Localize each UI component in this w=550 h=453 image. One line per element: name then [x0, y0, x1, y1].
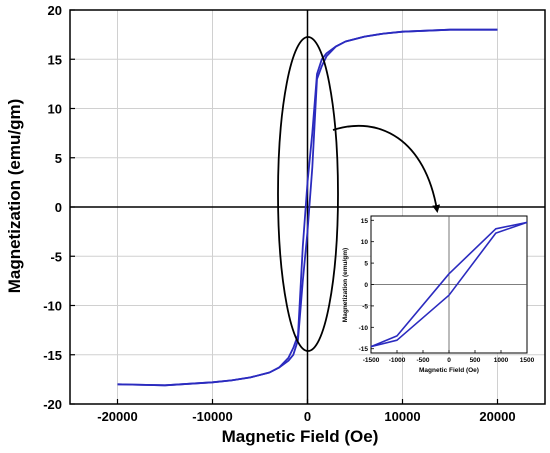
hysteresis-branch-2	[117, 28, 498, 387]
inset-x-tick-label: 1500	[520, 357, 535, 364]
y-tick-label: 20	[48, 3, 62, 18]
inset-y-tick-label: -10	[359, 325, 369, 332]
x-axis-label: Magnetic Field (Oe)	[222, 427, 379, 446]
inset-y-tick-label: 10	[361, 239, 369, 246]
inset-y-tick-label: -15	[359, 346, 369, 353]
inset-y-tick-label: 0	[364, 282, 368, 289]
main-series	[117, 28, 498, 387]
x-tick-label: 0	[304, 409, 311, 424]
y-tick-label: -5	[50, 249, 62, 264]
y-axis-label: Magnetization (emu/gm)	[5, 99, 24, 294]
y-tick-label: 5	[55, 151, 62, 166]
inset-series	[370, 221, 528, 348]
inset-hysteresis-branch-1	[370, 221, 528, 348]
x-tick-label: -20000	[97, 409, 137, 424]
inset-x-tick-label: -1500	[363, 357, 380, 364]
inset-y-tick-label: 5	[364, 261, 368, 268]
zoom-arrow	[332, 125, 441, 213]
inset-x-axis-label: Magnetic Field (Oe)	[419, 367, 479, 374]
inset-y-tick-label: 15	[361, 218, 369, 225]
inset-chart: -1500 -1000 -500 0 500 1000 1500 -15 -10 -5 0 5 10 15…	[342, 215, 535, 374]
zoom-ellipse	[277, 36, 339, 352]
main-ticks: -20000 -10000 0 10000 20000-20-15-10-5051015…	[43, 3, 515, 424]
y-tick-label: 0	[55, 200, 62, 215]
inset-y-axis-label: Magnetization (emu/gm)	[342, 248, 349, 322]
y-tick-label: -15	[43, 348, 62, 363]
inset-ticks: -1500 -1000 -500 0 500 1000 1500 -15 -10 -5 0 5 10 15	[359, 218, 535, 364]
y-tick-label: 10	[48, 102, 62, 117]
x-tick-label: -10000	[192, 409, 232, 424]
inset-x-tick-label: 500	[470, 357, 481, 364]
inset-hysteresis-branch-2	[370, 221, 528, 348]
x-tick-label: 20000	[479, 409, 515, 424]
x-tick-label: 10000	[384, 409, 420, 424]
inset-x-tick-label: 0	[447, 357, 451, 364]
y-tick-label: -10	[43, 299, 62, 314]
inset-y-tick-label: -5	[362, 303, 368, 310]
inset-x-tick-label: -1000	[389, 357, 406, 364]
inset-x-tick-label: -500	[416, 357, 429, 364]
y-tick-label: 15	[48, 52, 62, 67]
inset-x-tick-label: 1000	[494, 357, 509, 364]
y-tick-label: -20	[43, 397, 62, 412]
